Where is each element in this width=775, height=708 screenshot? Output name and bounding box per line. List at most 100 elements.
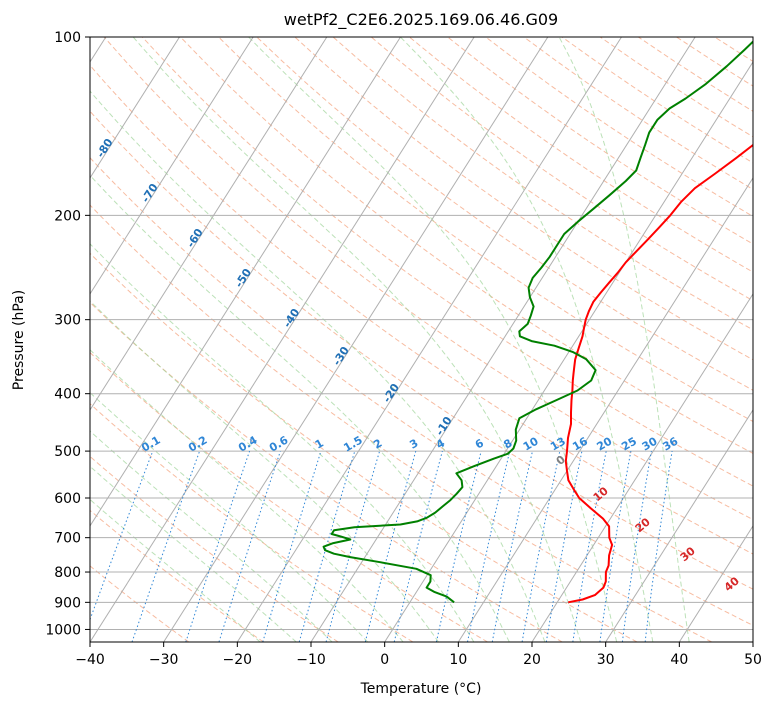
isotherm-label: -30 — [330, 344, 352, 368]
dry-adiabat-label: 40 — [722, 574, 742, 594]
dry-adiabat-line — [294, 37, 753, 361]
x-tick-label: −10 — [296, 652, 326, 668]
isotherm-line — [531, 293, 753, 642]
y-tick-label: 500 — [54, 444, 81, 460]
mixing-ratio-label: 3 — [407, 437, 420, 452]
dry-adiabat-line — [103, 37, 753, 521]
isotherm-line — [605, 409, 753, 642]
dry-adiabat-line — [256, 37, 753, 391]
y-tick-label: 100 — [54, 30, 81, 46]
x-tick-label: 10 — [449, 652, 467, 668]
mixing-ratio-label: 6 — [473, 436, 486, 451]
x-tick-label: 20 — [523, 652, 541, 668]
isotherm-line — [90, 37, 180, 179]
y-tick-label: 200 — [54, 208, 81, 224]
mixing-ratio-line — [599, 451, 632, 642]
mixing-ratio-label: 4 — [434, 436, 447, 451]
moist-adiabat-line — [400, 37, 654, 642]
moist-adiabat-line — [90, 243, 475, 642]
dry-adiabat-line — [370, 37, 753, 302]
y-tick-label: 400 — [54, 387, 81, 403]
y-tick-label: 300 — [54, 313, 81, 329]
dry-adiabat-line — [638, 37, 753, 112]
isotherm-label: -60 — [184, 226, 206, 250]
isotherm-line — [236, 37, 622, 642]
dry-adiabat-label: 20 — [633, 515, 653, 535]
mixing-ratio-line — [393, 450, 443, 642]
moist-adiabat-line — [90, 498, 261, 642]
line-labels: 0.1 0.2 0.4 0.6 1 1.5 2 3 4 6 8 10 13 16 20 25 30 36-100-… — [5, 38, 742, 594]
mixing-ratio-line — [621, 451, 652, 642]
mixing-ratio-line — [262, 450, 322, 642]
mixing-ratio-line — [298, 450, 356, 642]
chart-title: wetPf2_C2E6.2025.169.06.46.G09 — [284, 10, 558, 30]
x-axis-label: Temperature (°C) — [360, 681, 482, 697]
isotherm-line — [678, 525, 753, 642]
mixing-ratio-line — [644, 451, 673, 642]
dry-adiabat-line — [90, 351, 488, 642]
temperature-profile-line — [564, 143, 753, 604]
isotherm-line — [90, 37, 401, 527]
profile-lines — [322, 40, 753, 604]
dry-adiabat-line — [90, 64, 753, 555]
dry-adiabat-line — [752, 37, 753, 38]
y-tick-label: 800 — [54, 565, 81, 581]
mixing-ratio-label: 2 — [371, 437, 384, 452]
mixing-ratio-line — [325, 450, 381, 642]
moist-adiabat-line — [90, 90, 546, 642]
isotherm-label: -10 — [433, 414, 455, 438]
mixing-ratio-line — [521, 450, 561, 642]
moist-adiabat-line — [90, 430, 333, 642]
dry-adiabat-line — [409, 37, 753, 273]
x-tick-label: 0 — [380, 652, 389, 668]
dry-adiabat-line — [218, 37, 753, 423]
dry-adiabat-line — [90, 157, 753, 627]
x-tick-label: −20 — [223, 652, 253, 668]
dry-adiabat-label: 10 — [591, 484, 611, 504]
dry-adiabat-line — [90, 565, 190, 642]
isotherm-label: -40 — [281, 306, 303, 330]
mixing-ratio-line — [131, 450, 201, 642]
plot-frame — [89, 36, 754, 643]
moist-adiabat-line — [90, 300, 439, 642]
isotherm-line — [310, 37, 696, 642]
dewpoint-profile-line — [322, 40, 753, 604]
moist-adiabat-line — [248, 37, 618, 642]
isotherm-label: -100 — [5, 38, 31, 68]
x-tick-label: 40 — [670, 652, 688, 668]
background-lines — [90, 37, 753, 642]
mixing-ratio-line — [185, 450, 251, 642]
y-axis-label: Pressure (hPa) — [11, 290, 27, 390]
mixing-ratio-line — [467, 450, 511, 642]
mixing-ratio-line — [572, 451, 607, 642]
dry-adiabat-line — [90, 509, 264, 642]
x-axis-ticks: −40 −30 −20 −10 0 10 20 30 40 50 — [75, 642, 762, 668]
dry-adiabat-label: 30 — [678, 544, 698, 564]
isotherm-label: -50 — [232, 266, 254, 290]
isotherm-line — [752, 641, 753, 642]
y-tick-label: 1000 — [45, 622, 81, 638]
isotherm-label: -80 — [94, 136, 116, 160]
isotherm-label: -20 — [380, 381, 402, 405]
dry-adiabat-line — [90, 403, 414, 642]
isotherm-label: -90 — [52, 86, 74, 110]
mixing-ratio-line — [545, 451, 583, 642]
moist-adiabat-line — [90, 391, 369, 642]
isotherm-line — [90, 37, 328, 411]
mixing-ratio-line — [218, 450, 281, 642]
x-tick-label: −40 — [75, 652, 105, 668]
x-tick-label: 50 — [744, 652, 762, 668]
isotherm-line — [90, 37, 254, 295]
dry-adiabat-line — [90, 252, 638, 642]
y-tick-label: 900 — [54, 595, 81, 611]
dry-adiabat-line — [90, 301, 563, 642]
y-axis-ticks: 100 200 300 400 500 600 700 800 900 1000 — [45, 30, 90, 638]
dry-adiabat-line — [332, 37, 753, 331]
x-tick-label: −30 — [149, 652, 179, 668]
isotherm-label: -70 — [139, 181, 161, 205]
isotherm-line — [457, 177, 753, 642]
y-tick-label: 700 — [54, 531, 81, 547]
dry-adiabat-line — [561, 37, 753, 164]
x-tick-label: 30 — [597, 652, 615, 668]
